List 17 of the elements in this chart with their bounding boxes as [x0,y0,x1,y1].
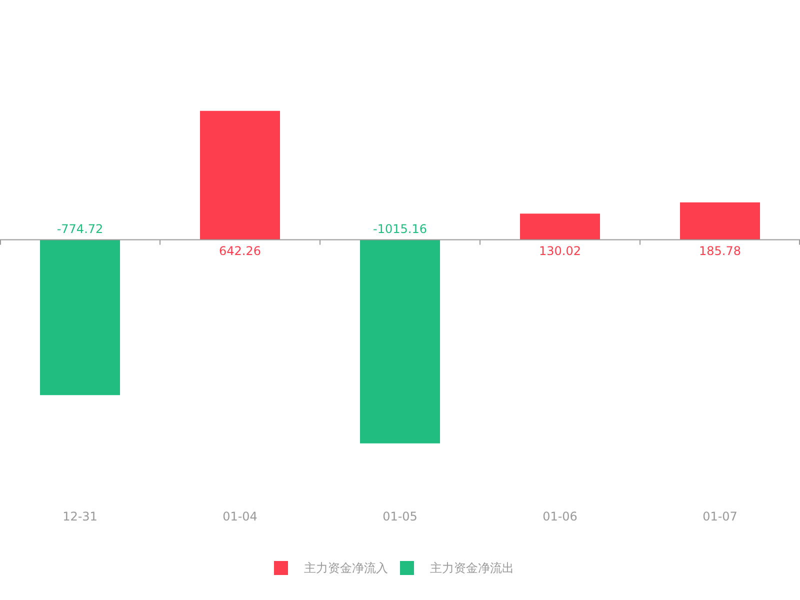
data-label: 185.78 [699,244,741,258]
bar [520,214,600,240]
x-tick-label: 01-04 [222,510,258,524]
bar [360,240,440,444]
data-label: -1015.16 [373,222,427,236]
x-tick-label: 01-05 [382,510,418,524]
x-tick-label: 01-07 [702,510,738,524]
bar [200,110,280,240]
x-tick-label: 12-31 [62,510,98,524]
legend-label: 主力资金净流入 [304,561,388,575]
x-tick-label: 01-06 [542,510,578,524]
bar [680,202,760,240]
data-label: -774.72 [56,222,104,236]
bar [40,240,120,396]
legend-label: 主力资金净流出 [430,561,514,575]
data-label: 130.02 [539,244,581,258]
data-label: 642.26 [219,244,261,258]
